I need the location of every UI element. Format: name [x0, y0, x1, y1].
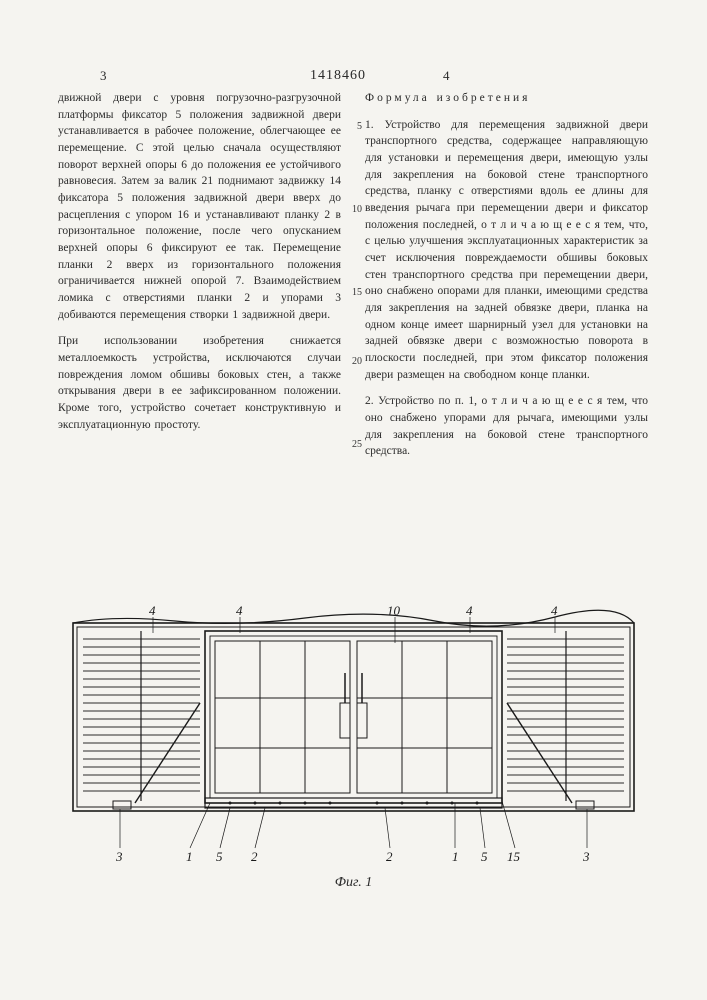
callout: 3 [115, 849, 123, 864]
callout: 3 [582, 849, 590, 864]
callout: 2 [251, 849, 258, 864]
callout: 1 [452, 849, 459, 864]
left-para-1: движной двери с уровня погрузочно-разгру… [58, 90, 341, 323]
text-columns: движной двери с уровня погрузочно-разгру… [58, 90, 648, 470]
line-number: 15 [352, 287, 362, 298]
callout: 4 [149, 603, 156, 618]
line-number: 25 [352, 439, 362, 450]
right-para-1: 1. Устройство для перемещения задвижной … [365, 117, 648, 384]
callout: 4 [466, 603, 473, 618]
page-number-right: 4 [443, 68, 450, 84]
callout: 1 [186, 849, 193, 864]
left-para-2: При использовании изобретения снижается … [58, 333, 341, 433]
wagon-diagram: 4 4 10 4 4 3 1 5 2 2 1 5 15 3 [55, 603, 652, 883]
right-column: Формула изобретения 1. Устройство для пе… [365, 90, 648, 470]
callout: 5 [216, 849, 223, 864]
document-number: 1418460 [310, 68, 366, 84]
figure-1: 4 4 10 4 4 3 1 5 2 2 1 5 15 3 Фиг. 1 [55, 603, 652, 903]
callout: 10 [387, 603, 401, 618]
page-number-left: 3 [100, 68, 107, 84]
formula-title: Формула изобретения [365, 90, 648, 107]
callout: 15 [507, 849, 521, 864]
line-number: 5 [357, 121, 362, 132]
line-number: 10 [352, 204, 362, 215]
figure-caption: Фиг. 1 [335, 875, 373, 891]
callout: 5 [481, 849, 488, 864]
callout: 4 [236, 603, 243, 618]
callout: 4 [551, 603, 558, 618]
line-number: 20 [352, 356, 362, 367]
right-para-2: 2. Устройство по п. 1, о т л и ч а ю щ е… [365, 393, 648, 460]
left-column: движной двери с уровня погрузочно-разгру… [58, 90, 341, 470]
callout: 2 [386, 849, 393, 864]
